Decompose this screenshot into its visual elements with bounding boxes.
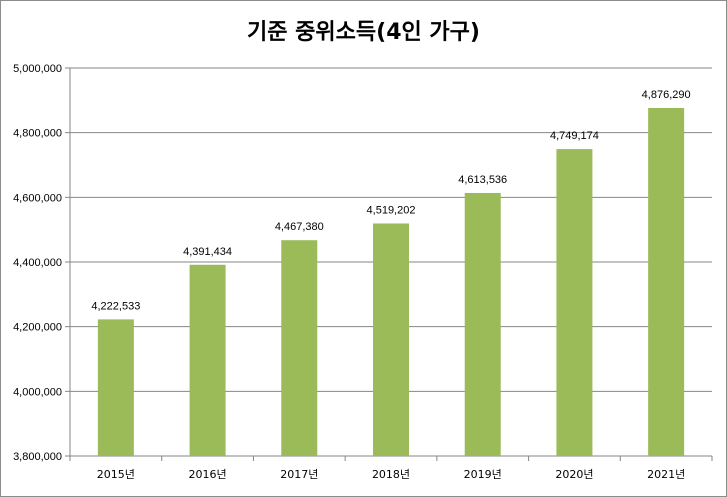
bar bbox=[281, 240, 318, 456]
bar bbox=[648, 107, 685, 456]
data-label: 4,749,174 bbox=[550, 130, 599, 142]
x-tick-label: 2021년 bbox=[647, 468, 685, 481]
chart-title: 기준 중위소득(4인 가구) bbox=[247, 20, 480, 45]
data-label: 4,391,434 bbox=[183, 246, 232, 258]
bar bbox=[464, 192, 501, 456]
y-tick-label: 4,800,000 bbox=[13, 128, 62, 140]
data-label: 4,613,536 bbox=[458, 174, 507, 186]
bar bbox=[97, 319, 134, 456]
x-tick-label: 2016년 bbox=[189, 468, 227, 481]
data-label: 4,222,533 bbox=[91, 300, 140, 312]
x-tick-label: 2019년 bbox=[464, 468, 502, 481]
data-label: 4,467,380 bbox=[275, 221, 324, 233]
y-tick-label: 4,200,000 bbox=[13, 322, 62, 334]
y-tick-label: 3,800,000 bbox=[13, 451, 62, 463]
data-label: 4,519,202 bbox=[367, 204, 416, 216]
x-tick-label: 2018년 bbox=[372, 468, 410, 481]
y-tick-label: 4,600,000 bbox=[13, 192, 62, 204]
y-tick-label: 5,000,000 bbox=[13, 63, 62, 75]
x-tick-label: 2020년 bbox=[555, 468, 593, 481]
x-tick-label: 2017년 bbox=[280, 468, 318, 481]
bar bbox=[189, 264, 226, 456]
bar bbox=[373, 223, 409, 456]
y-tick-label: 4,000,000 bbox=[13, 386, 62, 398]
bar bbox=[556, 149, 593, 456]
x-tick-label: 2015년 bbox=[97, 468, 135, 481]
data-label: 4,876,290 bbox=[642, 89, 691, 101]
y-tick-label: 4,400,000 bbox=[13, 257, 62, 269]
